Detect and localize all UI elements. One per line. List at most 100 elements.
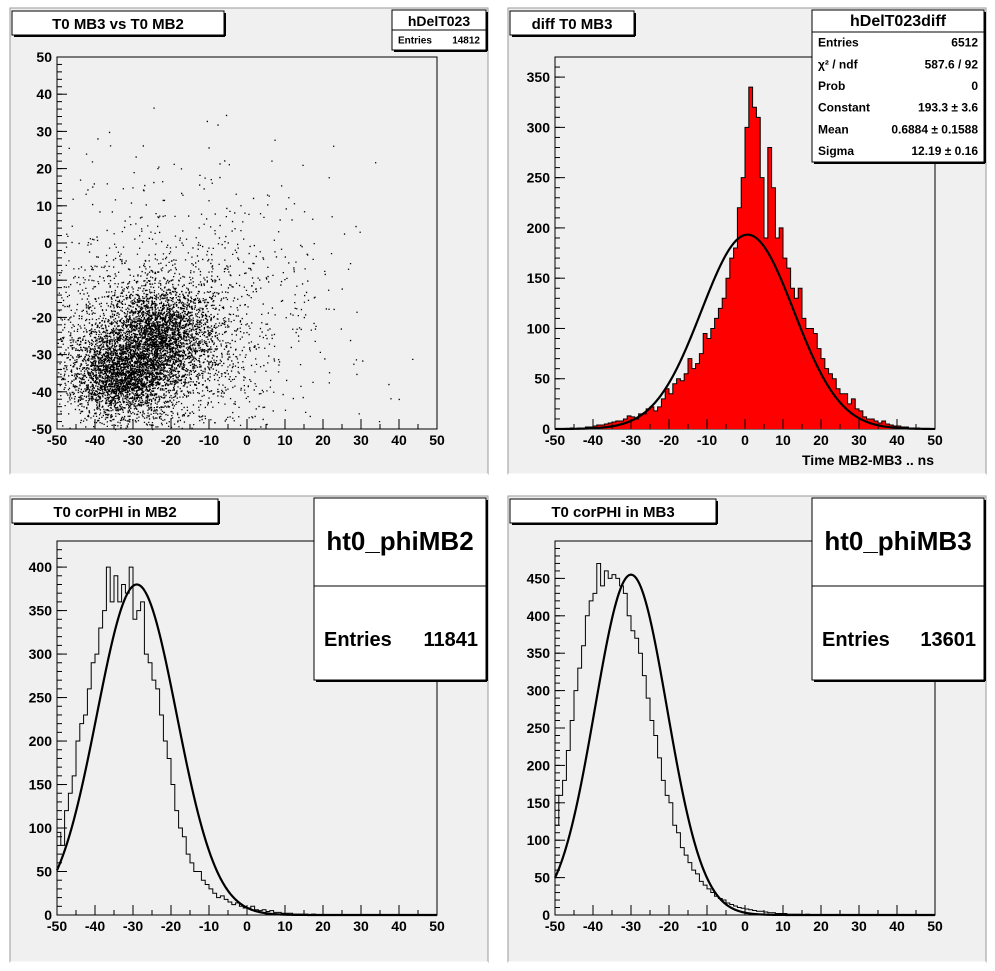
histogram-bar (881, 420, 886, 429)
histogram-bar (813, 333, 818, 429)
y-tick-label: 50 (36, 49, 52, 65)
x-tick-label: 0 (741, 918, 749, 934)
title-box-frame (11, 498, 219, 524)
stats-label: Entries (324, 629, 392, 651)
histogram-bar (733, 248, 738, 429)
histogram-bar (642, 413, 647, 429)
histogram-bar (817, 348, 822, 429)
x-tick-label: 30 (851, 432, 867, 448)
histogram-bar (714, 318, 719, 429)
histogram-bar (653, 410, 658, 429)
x-tick-label: -40 (85, 918, 105, 934)
x-tick-label: 30 (851, 918, 867, 934)
y-tick-label: 50 (534, 371, 550, 387)
histogram-bar (855, 408, 860, 429)
y-tick-label: 0 (542, 907, 550, 923)
x-tick-label: -30 (123, 918, 143, 934)
histogram-bar (775, 237, 780, 429)
title-box: diff T0 MB3 (509, 10, 636, 37)
y-tick-label: 150 (29, 777, 53, 793)
y-tick-label: 200 (527, 757, 551, 773)
histogram-bar (718, 308, 723, 429)
histogram-bar (764, 237, 769, 429)
x-tick-label: -30 (123, 432, 143, 448)
histogram-bar (748, 87, 753, 429)
histogram-bar (741, 177, 746, 429)
stats-name: ht0_phiMB2 (326, 526, 473, 556)
x-tick-label: -10 (199, 918, 219, 934)
x-tick-label: 40 (391, 918, 407, 934)
histogram-bar (794, 298, 799, 429)
stats-box: ht0_phiMB3 Entries 13601 (811, 497, 986, 682)
histogram-bar (631, 416, 636, 429)
histogram-bar (672, 383, 677, 429)
histogram-bar (726, 278, 731, 429)
histogram-bar (802, 318, 807, 429)
y-tick-label: 300 (29, 646, 53, 662)
x-tick-label: -20 (161, 432, 181, 448)
histogram-bar (695, 363, 700, 429)
y-tick-label: 400 (527, 608, 551, 624)
histogram-bar (669, 393, 674, 429)
y-tick-label: -30 (32, 347, 52, 363)
x-tick-label: 40 (889, 432, 905, 448)
histogram-bar (646, 408, 651, 429)
x-tick-label: 20 (813, 918, 829, 934)
stats-value: 12.19 ± 0.16 (911, 144, 978, 158)
stats-value: 193.3 ± 3.6 (918, 101, 978, 115)
histogram-bar (760, 177, 765, 429)
stats-label: Entries (818, 36, 859, 50)
y-tick-label: 250 (29, 690, 53, 706)
y-tick-label: 100 (29, 820, 53, 836)
histogram-bar (836, 388, 841, 429)
y-tick-label: 0 (44, 235, 52, 251)
y-tick-label: 200 (527, 220, 551, 236)
x-tick-label: 0 (243, 432, 251, 448)
y-tick-label: -10 (32, 272, 52, 288)
stats-box: hDelT023diff Entries 6512 χ² / ndf 587.6 / 9… (811, 9, 986, 164)
stats-value: 0 (971, 79, 978, 93)
x-tick-label: 30 (353, 432, 369, 448)
title-box: T0 MB3 vs T0 MB2 (11, 10, 226, 37)
y-tick-label: 350 (29, 603, 53, 619)
histogram-bar (798, 288, 803, 429)
histogram-bar (821, 358, 826, 429)
histogram-bar (779, 227, 784, 429)
y-tick-label: 0 (44, 907, 52, 923)
y-tick-label: 400 (29, 559, 53, 575)
x-tick-label: -20 (659, 432, 679, 448)
stats-value: 587.6 / 92 (925, 57, 979, 71)
histogram-bar (688, 358, 693, 429)
histogram-bar (756, 117, 761, 429)
chart-pad-2: -50 -40 -30 -20 -10 0 10 20 30 40 50 0 50 100 150 200 25… (507, 7, 987, 475)
title-box-frame (11, 10, 225, 36)
y-tick-label: 30 (36, 123, 52, 139)
chart-pad-1: -50 -40 -30 -20 -10 0 10 20 30 40 50 50 40 30 20 10 0 -10… (9, 7, 489, 475)
y-tick-label: 40 (36, 86, 52, 102)
title-box-frame (509, 498, 717, 524)
y-tick-label: 250 (527, 720, 551, 736)
x-tick-label: 50 (429, 432, 445, 448)
scatter-cluster-points (84, 260, 235, 400)
histogram-bar (866, 418, 871, 429)
histogram-bar (665, 388, 670, 429)
plot-area (57, 107, 414, 431)
histogram-bar (843, 393, 848, 429)
stats-value: 14812 (452, 36, 480, 47)
x-tick-label: -30 (621, 432, 641, 448)
histogram-bar (862, 416, 867, 429)
stats-box: ht0_phiMB2 Entries 11841 (313, 497, 488, 682)
histogram-bar (729, 258, 734, 429)
stats-label: Entries (822, 629, 890, 651)
stats-name: ht0_phiMB3 (824, 526, 971, 556)
x-tick-label: 20 (813, 432, 829, 448)
histogram-bar (790, 288, 795, 429)
y-tick-label: 50 (534, 870, 550, 886)
title-box: T0 corPHI in MB3 (509, 498, 718, 525)
histogram-bar (680, 380, 685, 429)
y-tick-label: 200 (29, 733, 53, 749)
y-tick-label: 350 (527, 645, 551, 661)
x-tick-label: -40 (583, 918, 603, 934)
x-tick-label: -10 (697, 918, 717, 934)
